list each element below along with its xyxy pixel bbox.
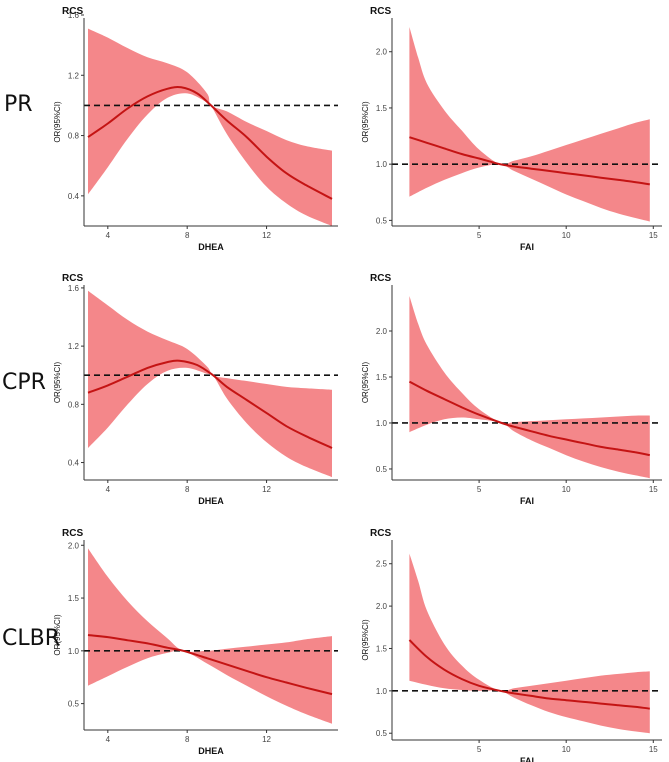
x-tick-label: 4 bbox=[106, 231, 111, 240]
chart-title: RCS bbox=[62, 273, 83, 284]
rcs-panel-4: 0.5 1.0 1.5 2.0 5 10 15 RCS FAI OR(95%CI) bbox=[361, 273, 662, 506]
or-curve bbox=[87, 359, 333, 449]
y-tick-label: 1.0 bbox=[68, 647, 80, 656]
row-label-clbr: CLBR bbox=[2, 626, 60, 651]
y-tick-label: 0.8 bbox=[68, 400, 80, 409]
y-tick-label: 1.0 bbox=[376, 160, 388, 169]
y-tick-label: 0.4 bbox=[68, 192, 80, 201]
ci-band bbox=[409, 27, 650, 222]
x-tick-label: 5 bbox=[477, 485, 482, 494]
x-tick-label: 8 bbox=[185, 485, 190, 494]
y-tick-label: 0.5 bbox=[376, 729, 388, 738]
x-tick-label: 15 bbox=[649, 745, 658, 754]
or-curve bbox=[409, 136, 650, 186]
x-axis-label: DHEA bbox=[198, 746, 224, 756]
chart-title: RCS bbox=[370, 273, 391, 284]
x-axis-label: DHEA bbox=[198, 242, 224, 252]
ci-band bbox=[409, 296, 650, 479]
row-label-pr: PR bbox=[4, 92, 33, 117]
chart-title: RCS bbox=[62, 528, 83, 539]
ci-band bbox=[88, 28, 332, 226]
chart-title: RCS bbox=[62, 6, 83, 17]
rcs-panel-2: 0.5 1.0 1.5 2.0 5 10 15 RCS FAI OR(95%CI) bbox=[361, 6, 662, 252]
row-label-cpr: CPR bbox=[2, 370, 46, 395]
rcs-panel-1: 0.4 0.8 1.2 1.6 4 8 12 RCS DHEA OR(95%CI) bbox=[53, 6, 338, 252]
x-tick-label: 12 bbox=[262, 735, 271, 744]
y-tick-label: 0.8 bbox=[68, 132, 80, 141]
x-tick-label: 15 bbox=[649, 231, 658, 240]
y-tick-label: 1.0 bbox=[376, 687, 388, 696]
y-tick-label: 0.4 bbox=[68, 459, 80, 468]
y-tick-label: 1.5 bbox=[376, 644, 388, 653]
y-axis-label: OR(95%CI) bbox=[53, 361, 62, 403]
chart-title: RCS bbox=[370, 528, 391, 539]
y-tick-label: 0.5 bbox=[376, 216, 388, 225]
x-tick-label: 8 bbox=[185, 231, 190, 240]
x-tick-label: 10 bbox=[562, 745, 571, 754]
y-tick-label: 1.5 bbox=[68, 594, 80, 603]
x-tick-label: 4 bbox=[106, 485, 111, 494]
ci-band bbox=[88, 548, 332, 724]
y-tick-label: 1.5 bbox=[376, 373, 388, 382]
or-curve bbox=[408, 639, 650, 710]
x-tick-label: 12 bbox=[262, 485, 271, 494]
x-axis-label: FAI bbox=[520, 756, 534, 762]
x-tick-label: 8 bbox=[185, 735, 190, 744]
y-tick-label: 1.5 bbox=[376, 104, 388, 113]
y-tick-label: 1.6 bbox=[68, 284, 80, 293]
x-tick-label: 15 bbox=[649, 485, 658, 494]
y-axis-label: OR(95%CI) bbox=[53, 101, 62, 143]
x-tick-label: 10 bbox=[562, 231, 571, 240]
y-tick-label: 0.5 bbox=[68, 700, 80, 709]
or-curve bbox=[87, 634, 333, 696]
y-axis-label: OR(95%CI) bbox=[361, 619, 370, 661]
x-axis-label: FAI bbox=[520, 496, 534, 506]
y-tick-label: 1.2 bbox=[68, 71, 80, 80]
x-axis-label: DHEA bbox=[198, 496, 224, 506]
x-tick-label: 12 bbox=[262, 231, 271, 240]
rcs-panel-6: 0.5 1.0 1.5 2.0 2.5 5 10 15 RCS FAI OR(95%CI) bbox=[361, 528, 662, 762]
or-curve bbox=[408, 380, 651, 457]
x-tick-label: 4 bbox=[106, 735, 111, 744]
x-axis-label: FAI bbox=[520, 242, 534, 252]
y-tick-label: 0.5 bbox=[376, 465, 388, 474]
x-tick-label: 5 bbox=[477, 231, 482, 240]
y-tick-label: 1.0 bbox=[376, 419, 388, 428]
ci-band bbox=[88, 290, 332, 478]
x-tick-label: 5 bbox=[477, 745, 482, 754]
y-axis-label: OR(95%CI) bbox=[53, 614, 62, 656]
y-tick-label: 2.0 bbox=[376, 327, 388, 336]
ci-band bbox=[409, 553, 650, 734]
y-axis-label: OR(95%CI) bbox=[361, 101, 370, 143]
rcs-panel-5: 0.5 1.0 1.5 2.0 4 8 12 RCS DHEA OR(95%CI) bbox=[53, 528, 338, 756]
rcs-panel-3: 0.4 0.8 1.2 1.6 4 8 12 RCS DHEA OR(95%CI) bbox=[53, 273, 338, 506]
y-tick-label: 1.2 bbox=[68, 342, 80, 351]
y-tick-label: 2.5 bbox=[376, 560, 388, 569]
y-tick-label: 2.0 bbox=[68, 541, 80, 550]
x-tick-label: 10 bbox=[562, 485, 571, 494]
y-tick-label: 2.0 bbox=[376, 48, 388, 57]
y-tick-label: 1.6 bbox=[68, 11, 80, 20]
or-curve bbox=[87, 86, 333, 200]
chart-title: RCS bbox=[370, 6, 391, 17]
y-tick-label: 2.0 bbox=[376, 602, 388, 611]
y-axis-label: OR(95%CI) bbox=[361, 361, 370, 403]
